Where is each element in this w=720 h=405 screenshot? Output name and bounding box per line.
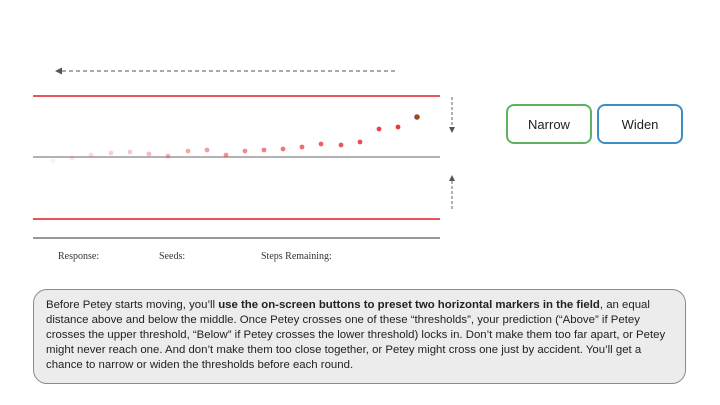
trail-dot: [357, 139, 363, 145]
trail-dot: [50, 158, 56, 164]
trail-dot: [280, 146, 286, 152]
trail-dot: [204, 147, 210, 153]
seeds-label: Seeds:: [159, 251, 186, 262]
instructions-panel: Before Petey starts moving, you’ll use t…: [33, 289, 686, 384]
trail-dot: [338, 142, 344, 148]
trail-dot: [127, 149, 133, 155]
trail-dot: [165, 153, 171, 159]
widen-button[interactable]: Widen: [597, 104, 683, 144]
instructions-bold-text: use the on-screen buttons to preset two …: [218, 299, 600, 311]
simulation-field: [33, 67, 455, 239]
narrow-button[interactable]: Narrow: [506, 104, 592, 144]
response-label: Response:: [58, 251, 100, 262]
trail-dot: [242, 148, 248, 154]
trail-dot: [69, 155, 75, 161]
trail-dot: [299, 144, 305, 150]
trail-dot: [318, 141, 324, 147]
trail-dot: [261, 147, 267, 153]
up-arrow-icon: [449, 175, 455, 181]
trail-dot: [185, 148, 191, 154]
trail-dot: [223, 152, 229, 158]
petey-trail: [50, 124, 401, 164]
trail-dot: [88, 152, 94, 158]
trail-dot: [376, 126, 382, 132]
instructions-text-1: Before Petey starts moving, you’ll: [46, 299, 219, 311]
trail-dot: [108, 150, 114, 156]
trail-dot: [395, 124, 401, 130]
down-arrow-icon: [449, 127, 455, 133]
steps-remaining-label: Steps Remaining:: [261, 251, 332, 262]
instructions-text-2: , an equal distance above and below the …: [46, 299, 666, 371]
trail-dot: [146, 151, 152, 157]
petey: [414, 114, 420, 120]
left-arrow-icon: [55, 67, 62, 75]
